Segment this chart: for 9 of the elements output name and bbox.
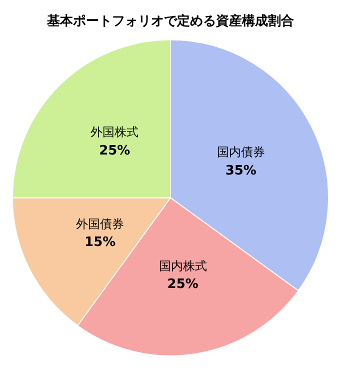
data-label: 15% (84, 235, 116, 250)
data-label: 25% (167, 277, 198, 292)
data-label: 35% (225, 163, 256, 178)
slice-label: 外国株式 (90, 125, 139, 140)
slice-label: 国内株式 (158, 258, 207, 273)
chart-title: 基本ポートフォリオで定める資産構成割合 (46, 13, 294, 30)
slice-label: 外国債券 (76, 216, 124, 231)
slice-label: 国内債券 (216, 145, 265, 160)
data-label: 25% (99, 143, 130, 158)
